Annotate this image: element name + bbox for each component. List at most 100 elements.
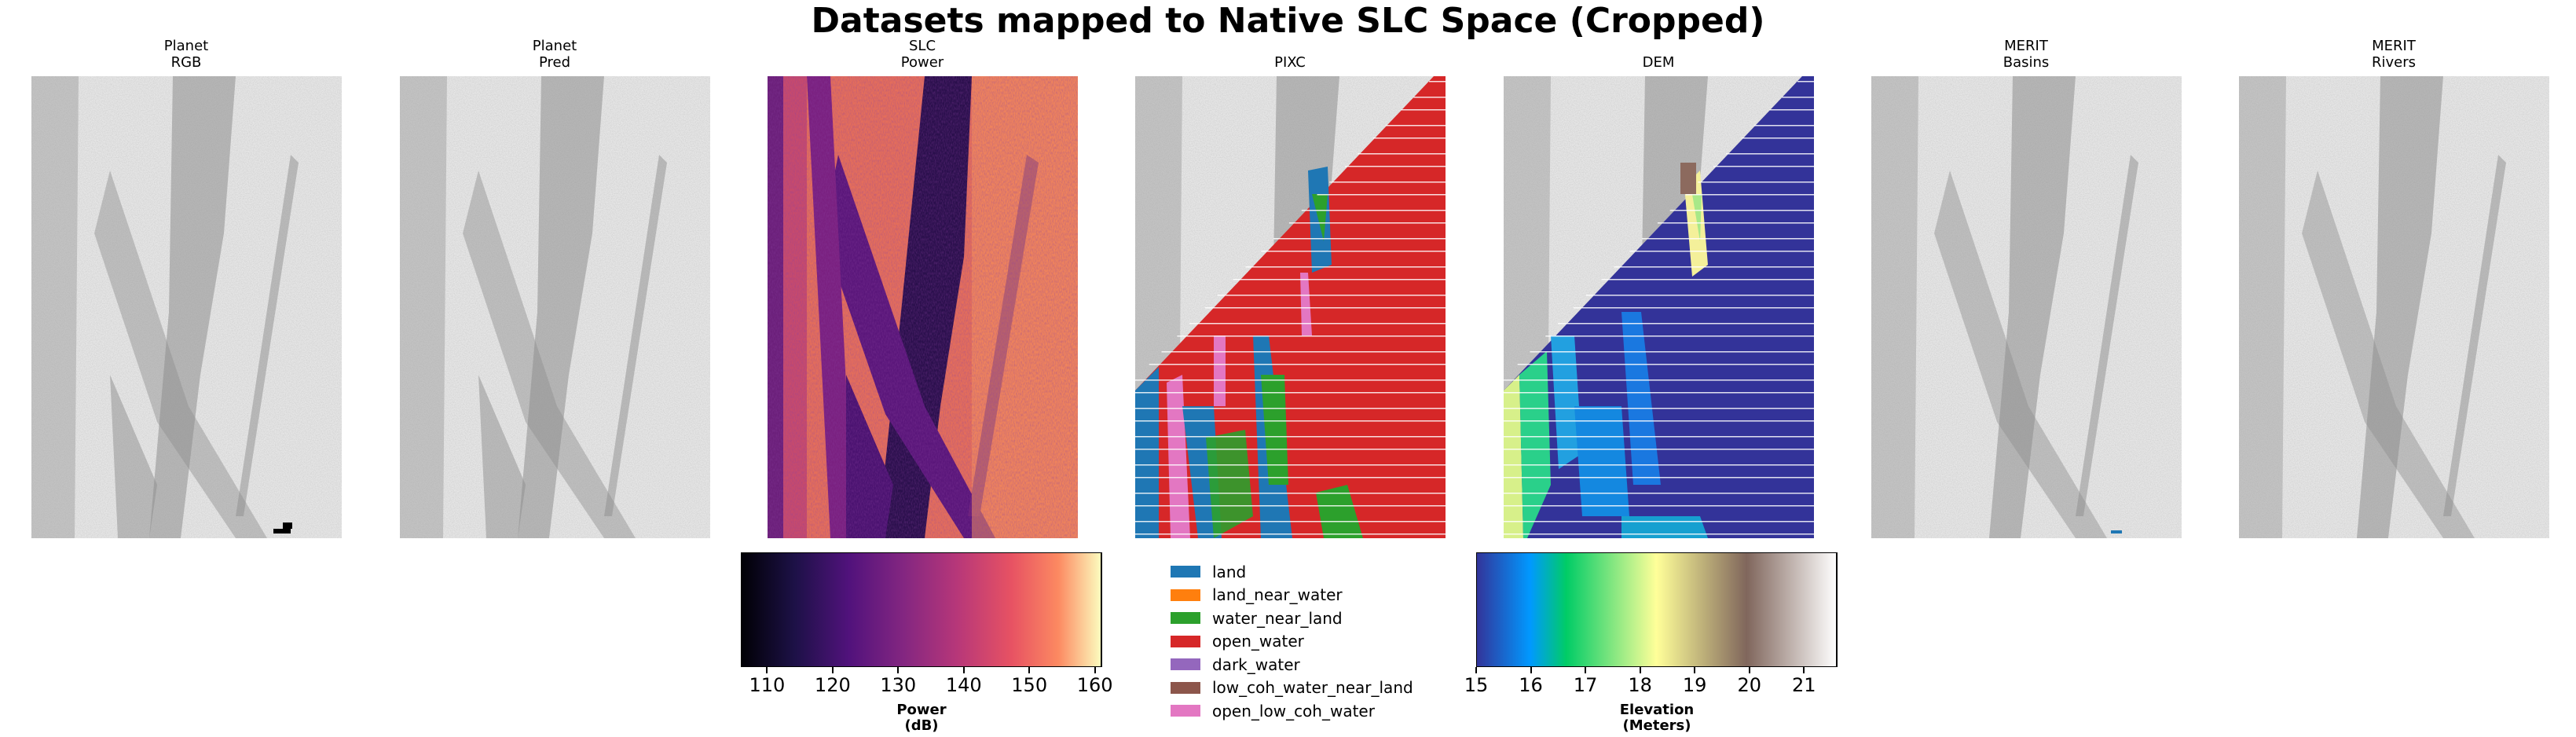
scanline	[1217, 295, 1446, 296]
scanline	[1504, 449, 1814, 450]
legend-swatch	[1171, 588, 1200, 601]
planet-rgb-image	[31, 76, 342, 538]
scanline	[1797, 81, 1814, 82]
legend-label: land	[1212, 562, 1247, 581]
panel-title-6-line1: MERIT	[2004, 38, 2048, 54]
scanline	[1233, 279, 1446, 280]
power-tick-label: 160	[1076, 674, 1113, 696]
scanline	[1629, 251, 1814, 252]
scanline	[1753, 125, 1814, 126]
legend-swatch	[1171, 612, 1200, 625]
scanline	[1504, 521, 1814, 522]
power-tick-label: 150	[1011, 674, 1048, 696]
panel-title-3-line2: Power	[900, 54, 944, 71]
legend-label: land_near_water	[1212, 585, 1343, 605]
elevation-colorbar	[1475, 552, 1838, 670]
scanline	[1504, 408, 1814, 409]
scanline	[1135, 420, 1446, 422]
scanline	[1372, 138, 1446, 139]
scanline	[1288, 222, 1446, 224]
dem-image	[1504, 76, 1814, 538]
pixc-legend: land land_near_water water_near_land open_w…	[1171, 560, 1413, 723]
scanline	[1135, 436, 1446, 438]
scanline	[1769, 109, 1814, 111]
planet-pred-image	[400, 76, 710, 538]
scanline	[1530, 351, 1814, 353]
scanline	[1135, 380, 1446, 381]
scanline	[1245, 266, 1446, 268]
elevation-colorbar-label-2: (Meters)	[1622, 717, 1691, 734]
scanline	[1135, 477, 1446, 478]
power-colorbar-label-1: Power	[896, 702, 947, 718]
scanline	[1135, 449, 1446, 450]
legend-item: water_near_land	[1171, 607, 1413, 630]
elevation-tickmark	[1639, 667, 1641, 673]
scanline	[1273, 238, 1446, 240]
scanline	[1385, 125, 1446, 126]
power-tick-label: 140	[945, 674, 982, 696]
elevation-tick-label: 16	[1519, 674, 1543, 696]
scanline	[1782, 97, 1814, 98]
panel-title-3-line1: SLC	[908, 38, 936, 54]
merit-basins-image	[1871, 76, 2182, 538]
scanline	[1573, 307, 1814, 309]
elevation-colorbar-label-1: Elevation	[1619, 702, 1695, 718]
scanline	[1345, 166, 1446, 167]
panel-title-1-line2: RGB	[170, 54, 202, 71]
panel-title-1-line1: Planet	[163, 38, 209, 54]
scanline	[1725, 153, 1814, 155]
scanline	[1261, 251, 1446, 252]
scanline	[1204, 307, 1446, 309]
scanline	[1614, 266, 1814, 268]
power-tickmark	[962, 667, 965, 673]
scanline	[1177, 336, 1446, 337]
elevation-tick-label: 19	[1682, 674, 1707, 696]
scanline	[1504, 477, 1814, 478]
elevation-tick-label: 17	[1573, 674, 1598, 696]
scanline	[1713, 166, 1814, 167]
scanline	[1504, 380, 1814, 381]
panel-title-7-line1: MERIT	[2372, 38, 2416, 54]
power-colorbar-label-2: (dB)	[904, 717, 939, 734]
scanline	[1517, 364, 1814, 365]
power-tickmark	[897, 667, 900, 673]
legend-item: land_near_water	[1171, 584, 1413, 607]
scanline	[1685, 194, 1814, 196]
elevation-tickmark	[1530, 667, 1532, 673]
scanline	[1504, 493, 1814, 494]
legend-swatch	[1171, 635, 1200, 647]
scanline	[1669, 210, 1814, 211]
power-tick-label: 110	[749, 674, 786, 696]
power-tickmark	[766, 667, 768, 673]
scanline	[1149, 364, 1446, 365]
scanline	[1357, 153, 1446, 155]
scanline	[1135, 464, 1446, 466]
power-tick-label: 130	[880, 674, 917, 696]
scanline	[1504, 534, 1814, 535]
panel-title-7-line2: Rivers	[2371, 54, 2416, 71]
scanline	[1135, 521, 1446, 522]
power-tickmark	[1028, 667, 1031, 673]
elevation-tickmark	[1585, 667, 1587, 673]
panel-title-2-line2: Pred	[538, 54, 571, 71]
panel-title-5-line2: DEM	[1642, 54, 1675, 71]
scanline	[1504, 420, 1814, 422]
legend-item: open_water	[1171, 630, 1413, 654]
legend-item: dark_water	[1171, 653, 1413, 676]
legend-label: dark_water	[1212, 654, 1300, 674]
legend-swatch	[1171, 658, 1200, 671]
power-tick-label: 120	[814, 674, 851, 696]
panel-title-6-line2: Basins	[2003, 54, 2050, 71]
elevation-tick-label: 18	[1628, 674, 1652, 696]
slc-power-image	[768, 76, 1078, 538]
scanline	[1545, 336, 1814, 337]
pixc-image	[1135, 76, 1446, 538]
legend-swatch	[1171, 705, 1200, 717]
scanline	[1504, 464, 1814, 466]
legend-label: low_coh_water_near_land	[1212, 678, 1413, 698]
elevation-tick-label: 15	[1464, 674, 1489, 696]
scanline	[1698, 182, 1814, 183]
scanline	[1504, 436, 1814, 438]
scanline	[1741, 138, 1814, 139]
scanline	[1401, 109, 1446, 111]
